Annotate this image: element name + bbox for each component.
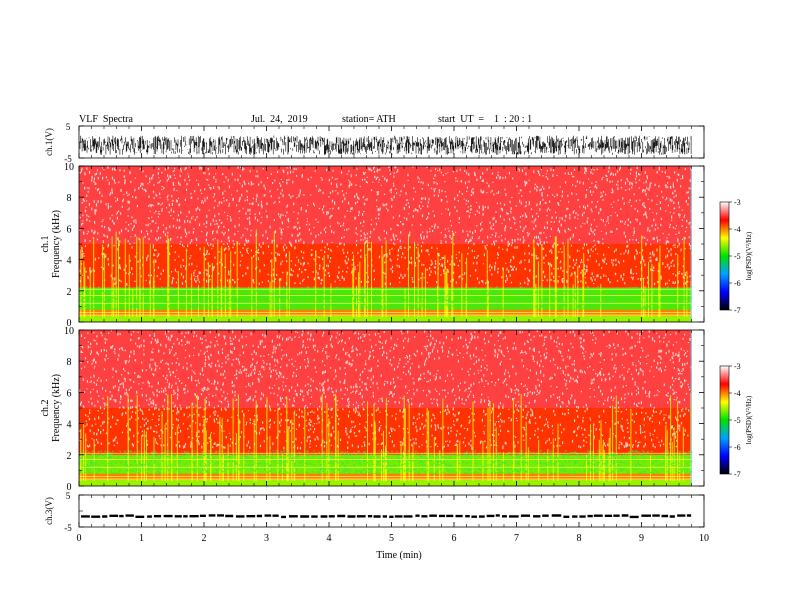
colorbar-tick-label: -7 bbox=[734, 306, 741, 315]
x-tick-label: 9 bbox=[639, 533, 644, 544]
colorbar bbox=[719, 365, 730, 475]
y-tick-label: 10 bbox=[64, 326, 74, 337]
psd-band bbox=[79, 315, 692, 322]
y-axis-label: Frequency (kHz) bbox=[51, 374, 62, 442]
y-tick-label: 5 bbox=[66, 491, 71, 501]
colorbar-label: log(PSD)(V²/Hz) bbox=[745, 395, 753, 444]
x-tick-label: 1 bbox=[139, 533, 144, 544]
y-tick-label: 0 bbox=[67, 482, 72, 493]
y-axis-label: Frequency (kHz) bbox=[51, 210, 62, 278]
ch1-waveform bbox=[79, 135, 692, 155]
y-tick-label: 2 bbox=[67, 287, 72, 298]
psd-green-band bbox=[79, 450, 693, 475]
colorbar bbox=[719, 201, 730, 311]
date-label: Jul. 24, 2019 bbox=[251, 114, 308, 125]
x-axis-label: Time (min) bbox=[376, 550, 421, 561]
colorbar-tick-label: -4 bbox=[734, 389, 741, 398]
y-tick-label: 4 bbox=[67, 420, 72, 431]
y-tick-label: -5 bbox=[64, 523, 72, 533]
edge-column bbox=[690, 330, 692, 486]
y-tick-label: 8 bbox=[67, 357, 72, 368]
psd-band bbox=[79, 479, 692, 486]
spectrogram-1 bbox=[79, 166, 693, 322]
y-tick-label: 8 bbox=[67, 193, 72, 204]
y-tick-label: 10 bbox=[64, 162, 74, 173]
colorbar-tick-label: -3 bbox=[734, 198, 741, 207]
channel-label: ch.1 bbox=[40, 236, 51, 253]
y-tick-label: -5 bbox=[64, 154, 72, 164]
colorbar-tick-label: -3 bbox=[734, 362, 741, 371]
colorbar-tick-label: -5 bbox=[734, 416, 741, 425]
psd-noise-white bbox=[79, 330, 693, 450]
y-tick-label: 0 bbox=[67, 318, 72, 329]
start-ut-label: start UT = 1 : 20 : 1 bbox=[438, 114, 533, 125]
x-tick-label: 6 bbox=[452, 533, 457, 544]
x-tick-label: 8 bbox=[577, 533, 582, 544]
colorbar-tick-label: -7 bbox=[734, 470, 741, 479]
x-tick-label: 0 bbox=[77, 533, 82, 544]
colorbar-tick-label: -6 bbox=[734, 443, 741, 452]
x-tick-label: 3 bbox=[264, 533, 269, 544]
y-axis-label: ch.3(V) bbox=[44, 497, 54, 525]
psd-noise-white bbox=[79, 166, 693, 286]
x-tick-label: 2 bbox=[202, 533, 207, 544]
y-tick-label: 4 bbox=[67, 256, 72, 267]
edge-column bbox=[690, 166, 692, 322]
x-tick-label: 10 bbox=[699, 533, 709, 544]
y-tick-label: 5 bbox=[66, 122, 71, 132]
y-tick-label: 6 bbox=[67, 224, 72, 235]
y-axis-label: ch.1(V) bbox=[44, 128, 54, 156]
y-tick-label: 6 bbox=[67, 388, 72, 399]
spectrogram-2 bbox=[79, 330, 693, 486]
channel-label: ch.2 bbox=[40, 400, 51, 417]
colorbar-label: log(PSD)(V²/Hz) bbox=[745, 231, 753, 280]
x-tick-label: 4 bbox=[327, 533, 332, 544]
ch3-waveform bbox=[81, 514, 692, 519]
station-label: station= ATH bbox=[342, 114, 396, 125]
colorbar-tick-label: -4 bbox=[734, 225, 741, 234]
colorbar-tick-label: -6 bbox=[734, 279, 741, 288]
psd-green-band bbox=[79, 286, 693, 311]
x-tick-label: 5 bbox=[389, 533, 394, 544]
y-tick-label: 2 bbox=[67, 451, 72, 462]
x-tick-label: 7 bbox=[514, 533, 519, 544]
chart-title: VLF Spectra bbox=[79, 114, 133, 125]
colorbar-tick-label: -5 bbox=[734, 252, 741, 261]
